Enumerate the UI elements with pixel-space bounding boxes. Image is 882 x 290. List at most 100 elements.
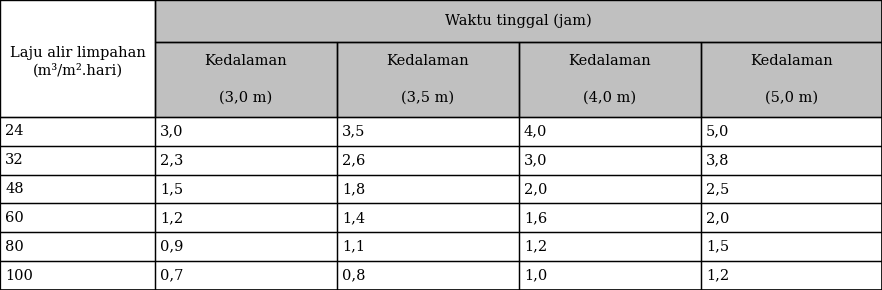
Text: Kedalaman

(4,0 m): Kedalaman (4,0 m) (569, 54, 652, 105)
Bar (337, 175, 519, 204)
Bar (519, 42, 701, 117)
Text: 1,8: 1,8 (342, 182, 365, 196)
Text: 3,8: 3,8 (706, 153, 729, 167)
Text: 1,4: 1,4 (342, 211, 365, 225)
Bar (155, 232, 337, 261)
Text: 2,5: 2,5 (706, 182, 729, 196)
Bar (337, 261, 519, 290)
Bar (337, 204, 519, 232)
Bar (155, 0, 882, 42)
Text: 2,6: 2,6 (342, 153, 365, 167)
Bar (519, 175, 701, 204)
Bar (0, 117, 155, 146)
Bar (0, 232, 155, 261)
Text: Kedalaman

(3,5 m): Kedalaman (3,5 m) (386, 54, 469, 105)
Bar (337, 204, 519, 232)
Text: 1,0: 1,0 (524, 269, 547, 282)
Text: 1,2: 1,2 (524, 240, 547, 254)
Bar (519, 232, 701, 261)
Text: 60: 60 (5, 211, 24, 225)
Bar (701, 261, 882, 290)
Bar (701, 42, 882, 117)
Bar (519, 261, 701, 290)
Bar (519, 232, 701, 261)
Text: 32: 32 (5, 153, 24, 167)
Bar (155, 117, 337, 146)
Bar (519, 146, 701, 175)
Bar (0, 261, 155, 290)
Bar (519, 204, 701, 232)
Bar (337, 146, 519, 175)
Bar (519, 117, 701, 146)
Bar (0, 175, 155, 204)
Text: 2,0: 2,0 (706, 211, 729, 225)
Text: Kedalaman

(5,0 m): Kedalaman (5,0 m) (750, 54, 833, 105)
Bar (155, 204, 337, 232)
Bar (155, 0, 882, 42)
Bar (701, 42, 882, 117)
Text: Kedalaman

(3,0 m): Kedalaman (3,0 m) (205, 54, 288, 105)
Bar (0, 204, 155, 232)
Bar (0, 117, 155, 146)
Bar (0, 232, 155, 261)
Bar (155, 204, 337, 232)
Bar (155, 146, 337, 175)
Bar (701, 204, 882, 232)
Bar (701, 261, 882, 290)
Bar (519, 117, 701, 146)
Bar (337, 232, 519, 261)
Bar (0, 261, 155, 290)
Bar (0, 146, 155, 175)
Text: 24: 24 (5, 124, 24, 138)
Bar (701, 175, 882, 204)
Text: 0,9: 0,9 (160, 240, 183, 254)
Bar (0, 175, 155, 204)
Text: 80: 80 (5, 240, 24, 254)
Bar (519, 261, 701, 290)
Text: 1,5: 1,5 (706, 240, 729, 254)
Text: 100: 100 (5, 269, 33, 282)
Bar (701, 146, 882, 175)
Text: 0,7: 0,7 (160, 269, 183, 282)
Bar (701, 232, 882, 261)
Bar (155, 175, 337, 204)
Bar (701, 146, 882, 175)
Bar (701, 117, 882, 146)
Text: 1,5: 1,5 (160, 182, 183, 196)
Text: 1,2: 1,2 (706, 269, 729, 282)
Bar (155, 175, 337, 204)
Bar (337, 261, 519, 290)
Text: 1,1: 1,1 (342, 240, 365, 254)
Text: 2,3: 2,3 (160, 153, 183, 167)
Bar (155, 261, 337, 290)
Text: Waktu tinggal (jam): Waktu tinggal (jam) (445, 14, 592, 28)
Text: 5,0: 5,0 (706, 124, 729, 138)
Text: 0,8: 0,8 (342, 269, 365, 282)
Text: (m³/m².hari): (m³/m².hari) (33, 63, 123, 78)
Text: 1,6: 1,6 (524, 211, 547, 225)
Bar (155, 232, 337, 261)
Text: Laju alir limpahan: Laju alir limpahan (10, 46, 146, 61)
Bar (155, 261, 337, 290)
Bar (0, 0, 155, 117)
Bar (337, 117, 519, 146)
Text: 3,0: 3,0 (160, 124, 183, 138)
Bar (0, 146, 155, 175)
Bar (155, 146, 337, 175)
Bar (519, 146, 701, 175)
Bar (337, 42, 519, 117)
Bar (701, 117, 882, 146)
Bar (701, 204, 882, 232)
Bar (337, 232, 519, 261)
Bar (701, 175, 882, 204)
Text: 3,5: 3,5 (342, 124, 365, 138)
Bar (701, 232, 882, 261)
Bar (155, 117, 337, 146)
Bar (155, 42, 337, 117)
Text: 3,0: 3,0 (524, 153, 548, 167)
Text: 2,0: 2,0 (524, 182, 548, 196)
Bar (337, 42, 519, 117)
Bar (337, 117, 519, 146)
Bar (0, 0, 155, 117)
Bar (155, 42, 337, 117)
